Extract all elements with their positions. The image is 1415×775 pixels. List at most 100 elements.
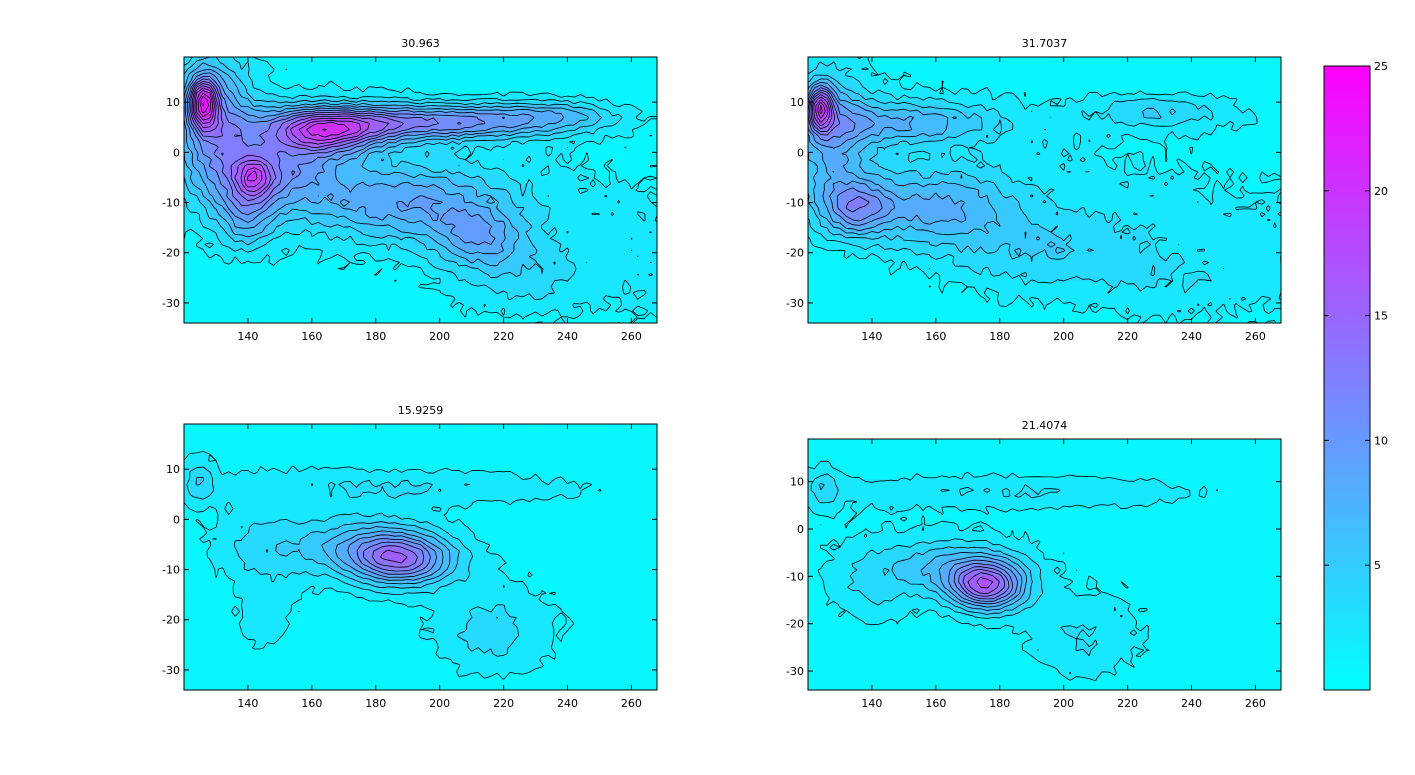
contour-cell <box>1133 141 1141 149</box>
contour-cell <box>586 153 594 161</box>
contour-cell <box>267 141 275 149</box>
contour-cell <box>484 75 492 82</box>
contour-cell <box>497 105 505 113</box>
contour-cell <box>414 208 422 215</box>
contour-cell <box>209 93 217 100</box>
contour-cell <box>1242 105 1250 113</box>
contour-cell <box>420 226 428 233</box>
contour-cell <box>299 69 307 76</box>
contour-cell <box>503 238 511 246</box>
contour-cell <box>426 63 434 70</box>
contour-cell <box>490 99 498 106</box>
contour-cell <box>426 232 434 239</box>
contour-cell <box>420 63 428 70</box>
contour-cell <box>190 256 198 264</box>
contour-cell <box>605 304 613 312</box>
contour-cell <box>394 135 402 143</box>
contour-line <box>197 92 328 131</box>
contour-cell <box>471 232 479 239</box>
contour-cell <box>561 147 569 155</box>
contour-cell <box>407 159 415 167</box>
contour-cell <box>1038 87 1046 94</box>
contour-cell <box>1006 87 1014 94</box>
contour-cell <box>452 123 460 131</box>
contour-cell <box>337 316 345 323</box>
contour-cell <box>593 214 601 221</box>
contour-cell <box>561 232 569 239</box>
contour-cell <box>299 87 307 94</box>
contour-cell <box>1197 165 1205 173</box>
contour-cell <box>1063 171 1071 179</box>
contour-cell <box>247 183 255 191</box>
contour-cell <box>1089 75 1097 82</box>
contour-cell <box>439 87 447 94</box>
contour-cell <box>1044 63 1052 70</box>
contour-cell <box>273 316 281 323</box>
contour-cell <box>1210 165 1218 173</box>
contour-cell <box>650 250 657 258</box>
contour-cell <box>827 129 835 137</box>
contour-cell <box>286 177 294 185</box>
contour-cell <box>292 292 300 300</box>
contour-cell <box>286 232 294 239</box>
contour-cell <box>305 129 313 137</box>
contour-cell <box>1082 87 1090 94</box>
contour-cell <box>884 147 892 155</box>
contour-cell <box>1108 105 1116 113</box>
contour-cell <box>554 99 562 106</box>
contour-cell <box>497 238 505 246</box>
contour-cell <box>567 262 575 270</box>
contour-cell <box>859 69 867 76</box>
contour-cell <box>311 183 319 191</box>
contour-cell <box>279 69 287 76</box>
contour-cell <box>612 280 620 288</box>
contour-cell <box>401 292 409 300</box>
contour-cell <box>631 250 639 258</box>
contour-cell <box>209 244 217 252</box>
contour-cell <box>190 177 198 185</box>
contour-cell <box>311 238 319 246</box>
contour-cell <box>343 93 351 100</box>
contour-cell <box>260 165 268 173</box>
contour-cell <box>522 286 530 294</box>
contour-cell <box>878 57 886 64</box>
contour-cell <box>884 171 892 179</box>
contour-cell <box>980 117 988 125</box>
contour-cell <box>618 262 626 270</box>
contour-cell <box>509 286 517 294</box>
contour-cell <box>612 256 620 264</box>
contour-cell <box>458 202 466 209</box>
contour-cell <box>942 57 950 64</box>
contour-cell <box>967 87 975 94</box>
contour-cell <box>235 135 243 143</box>
contour-cell <box>369 171 377 179</box>
contour-cell <box>350 171 358 179</box>
contour-cell <box>228 202 236 209</box>
contour-cell <box>286 274 294 282</box>
contour-cell <box>190 165 198 173</box>
contour-cell <box>903 75 911 82</box>
contour-cell <box>1191 69 1199 76</box>
contour-cell <box>203 63 211 70</box>
contour-cell <box>618 292 626 300</box>
contour-cell <box>573 177 581 185</box>
contour-cell <box>846 165 854 173</box>
contour-cell <box>1153 165 1161 173</box>
contour-cell <box>910 153 918 161</box>
contour-cell <box>891 177 899 185</box>
contour-cell <box>1044 165 1052 173</box>
contour-cell <box>241 250 249 258</box>
contour-cell <box>369 63 377 70</box>
contour-cell <box>273 304 281 312</box>
contour-cell <box>891 69 899 76</box>
contour-cell <box>1018 129 1026 137</box>
contour-cell <box>548 274 556 282</box>
contour-cell <box>974 190 982 197</box>
contour-cell <box>605 141 613 149</box>
contour-cell <box>1006 165 1014 173</box>
contour-cell <box>986 165 994 173</box>
contour-cell <box>299 268 307 276</box>
contour-cell <box>433 69 441 76</box>
contour-cell <box>1223 159 1231 167</box>
contour-cell <box>184 298 191 306</box>
